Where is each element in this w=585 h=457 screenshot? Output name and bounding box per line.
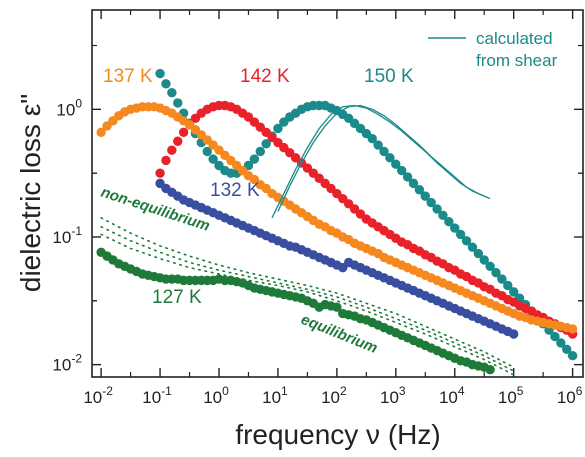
legend-label-line1: calculated bbox=[476, 29, 553, 48]
data-point bbox=[261, 139, 271, 149]
data-point bbox=[397, 165, 407, 176]
data-point bbox=[497, 274, 507, 284]
data-point bbox=[479, 255, 489, 265]
data-point bbox=[508, 287, 519, 297]
series-137k bbox=[96, 102, 578, 334]
data-point bbox=[402, 172, 413, 182]
x-tick-label: 101 bbox=[262, 384, 288, 407]
data-point bbox=[503, 280, 513, 291]
y-tick-label: 10-2 bbox=[52, 352, 82, 375]
data-point bbox=[438, 210, 448, 220]
data-point bbox=[202, 146, 212, 157]
series-127k bbox=[96, 247, 495, 375]
series-label-150k: 150 K bbox=[364, 66, 414, 87]
data-point bbox=[485, 261, 495, 272]
series-label-142k: 142 K bbox=[240, 66, 290, 87]
data-point bbox=[567, 350, 578, 361]
x-tick-label: 102 bbox=[321, 384, 347, 407]
legend-label-line2: from shear bbox=[476, 51, 558, 70]
x-tick-label: 104 bbox=[439, 384, 465, 407]
data-point bbox=[173, 98, 183, 108]
series-label-137k: 137 K bbox=[103, 66, 153, 87]
data-point bbox=[167, 88, 177, 98]
data-point bbox=[473, 248, 484, 259]
x-tick-label: 100 bbox=[203, 384, 229, 407]
data-point bbox=[562, 344, 572, 355]
x-tick-labels: 10-2 10-1 100 101 102 103 104 105 106 bbox=[83, 384, 582, 407]
dotted-guide-line bbox=[100, 217, 515, 368]
data-point bbox=[379, 146, 389, 157]
y-tick-label: 10-1 bbox=[52, 224, 82, 247]
data-point bbox=[414, 185, 425, 195]
data-point bbox=[161, 79, 171, 89]
x-tick-label: 10-1 bbox=[142, 384, 172, 407]
y-tick-label: 100 bbox=[56, 96, 82, 119]
x-tick-label: 106 bbox=[557, 384, 583, 407]
data-point bbox=[155, 68, 165, 79]
data-point bbox=[485, 365, 495, 375]
series-150k bbox=[155, 68, 578, 361]
data-point bbox=[273, 123, 283, 134]
data-point bbox=[155, 168, 165, 178]
dotted-guide-line bbox=[100, 233, 515, 376]
series-132k bbox=[155, 178, 519, 339]
data-point bbox=[167, 145, 177, 155]
data-point bbox=[249, 154, 260, 164]
data-point bbox=[367, 133, 377, 144]
data-point bbox=[550, 331, 560, 342]
data-point bbox=[96, 127, 106, 138]
data-point bbox=[455, 229, 466, 240]
series-142k bbox=[155, 100, 578, 339]
data-point bbox=[450, 223, 460, 233]
shear-line bbox=[271, 104, 491, 219]
axis-ticks bbox=[92, 10, 583, 377]
data-point bbox=[208, 154, 218, 164]
series-group bbox=[96, 68, 578, 375]
data-point bbox=[426, 197, 436, 208]
data-point bbox=[508, 329, 519, 339]
x-tick-label: 103 bbox=[380, 384, 406, 407]
data-point bbox=[385, 153, 395, 163]
data-point bbox=[491, 268, 501, 278]
x-axis-title: frequency ν (Hz) bbox=[235, 419, 440, 450]
series-label-132k: 132 K bbox=[210, 180, 260, 201]
data-point bbox=[567, 324, 578, 334]
data-point bbox=[420, 191, 430, 201]
shear-line bbox=[277, 104, 485, 212]
data-point bbox=[444, 216, 454, 227]
data-point bbox=[408, 178, 419, 189]
data-point bbox=[161, 155, 171, 166]
data-point bbox=[332, 302, 342, 312]
data-point bbox=[373, 140, 383, 150]
data-point bbox=[467, 242, 478, 252]
y-tick-labels: 10-2 10-1 100 bbox=[52, 96, 82, 374]
plot-area bbox=[96, 68, 578, 376]
series-label-127k: 127 K bbox=[152, 287, 202, 308]
data-point bbox=[432, 204, 442, 214]
dotted-guides bbox=[100, 217, 515, 376]
x-tick-label: 10-2 bbox=[83, 384, 113, 407]
data-point bbox=[255, 146, 265, 157]
data-point bbox=[391, 159, 401, 169]
data-point bbox=[461, 236, 472, 246]
data-point bbox=[178, 127, 189, 138]
calculated-from-shear-lines bbox=[271, 104, 491, 219]
data-point bbox=[173, 136, 183, 146]
dotted-guide-line bbox=[100, 225, 515, 372]
y-axis-title: dielectric loss ε" bbox=[15, 94, 46, 292]
data-point bbox=[556, 338, 566, 348]
x-tick-label: 105 bbox=[498, 384, 524, 407]
